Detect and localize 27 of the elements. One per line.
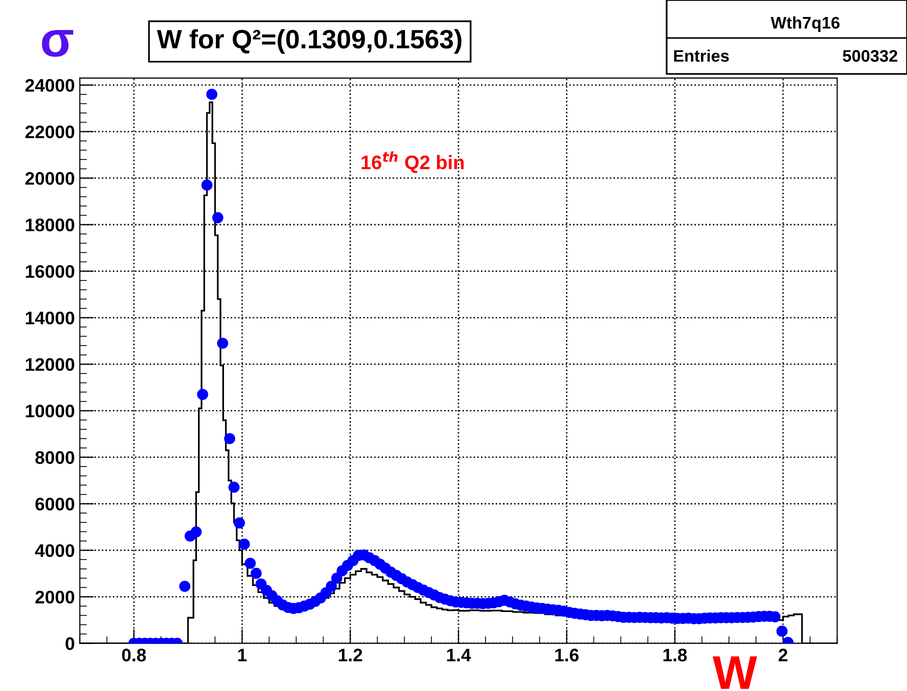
y-tick-label: 24000 bbox=[25, 78, 74, 92]
x-tick-label: 0.8 bbox=[122, 648, 146, 662]
annotation: 16$^{th}$ Q2 bin bbox=[362, 151, 464, 173]
y-tick-label: 12000 bbox=[26, 358, 74, 371]
y-axis-title: σ bbox=[42, 30, 74, 57]
x-tick-label: 2 bbox=[778, 648, 788, 662]
x-tick-label: 1.8 bbox=[663, 648, 687, 662]
chart-title: W for Q²=(0.1309,0.1563) bbox=[156, 29, 462, 54]
x-tick-label: 1.4 bbox=[447, 648, 471, 662]
y-tick-label: 6000 bbox=[35, 498, 74, 510]
y-tick-label: 8000 bbox=[35, 451, 74, 464]
y-tick-label: 0 bbox=[66, 637, 74, 650]
y-tick-label: 2000 bbox=[35, 590, 74, 604]
text: Entries bbox=[674, 50, 729, 62]
x-tick-label: 1.6 bbox=[555, 648, 579, 662]
y-tick-label: 22000 bbox=[25, 126, 74, 138]
x-tick-label: 1.2 bbox=[338, 648, 362, 662]
y-tick-label: 20000 bbox=[25, 172, 74, 185]
y-tick-label: 14000 bbox=[26, 312, 74, 324]
text: Wth7q16 bbox=[770, 16, 840, 32]
y-tick-label: 4000 bbox=[35, 544, 74, 557]
y-tick-label: 18000 bbox=[26, 218, 74, 232]
x-axis-title: W bbox=[712, 656, 758, 689]
y-tick-label: 10000 bbox=[26, 404, 74, 418]
text: 500332 bbox=[842, 50, 898, 62]
x-tick-label: 1 bbox=[238, 648, 247, 662]
y-tick-label: 16000 bbox=[26, 265, 74, 278]
